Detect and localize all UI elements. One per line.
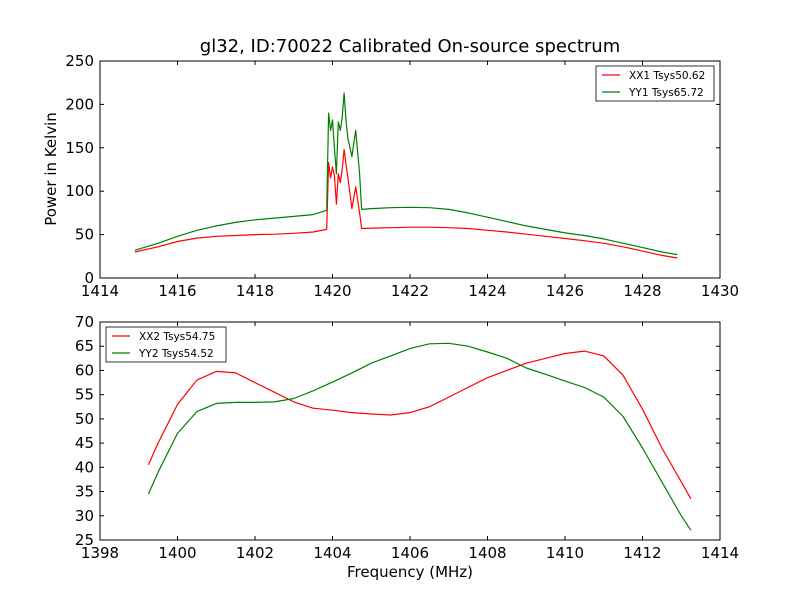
y-tick-label: 150 [65,139,94,157]
series-line-2 [134,92,678,256]
y-tick-label: 65 [75,337,94,355]
y-tick-label: 25 [75,531,94,549]
y-tick-label: 30 [75,507,94,525]
y-tick-label: 200 [65,95,94,113]
legend-label: XX1 Tsys50.62 [629,70,705,82]
x-axis-label: Frequency (MHz) [347,563,473,581]
top-panel: 1414 1416 1418 1420 1422 1424 1426 1428 1430 0 50 1… [65,52,739,300]
legend-box [105,326,227,363]
x-tick-label: 1422 [391,282,429,300]
y-tick-label: 45 [75,434,94,452]
legend-label: YY2 Tsys54.52 [138,348,214,360]
x-tick-label: 1414 [81,282,119,300]
legend-label: YY1 Tsys65.72 [628,87,704,99]
y-axis-label: Power in Kelvin [42,112,60,226]
x-tick-label: 1402 [236,544,274,562]
x-tick-label: 1418 [236,282,274,300]
x-tick-label: 1412 [623,544,661,562]
x-tick-label: 1430 [701,282,739,300]
x-tick-label: 1406 [391,544,429,562]
series-line-2 [147,342,692,531]
x-tick-label: 1400 [158,544,196,562]
y-tick-label: 40 [75,458,94,476]
x-tick-label: 1414 [701,544,739,562]
legend-label: XX2 Tsys54.75 [139,331,215,343]
chart-title: gl32, ID:70022 Calibrated On-source spec… [200,36,620,57]
y-tick-label: 100 [65,182,94,200]
legend: XX1 Tsys50.62 YY1 Tsys65.72 [595,65,715,102]
x-tick-label: 1410 [546,544,584,562]
x-tick-label: 1428 [623,282,661,300]
x-tick-label: 1404 [313,544,351,562]
x-tick-label: 1424 [468,282,506,300]
y-tick-label: 35 [75,483,94,501]
y-tick-label: 250 [65,52,94,70]
y-tick-label: 60 [75,361,94,379]
x-tick-label: 1408 [468,544,506,562]
x-tick-label: 1398 [81,544,119,562]
y-tick-label: 70 [75,313,94,331]
legend-box [595,65,715,102]
y-tick-label: 50 [75,226,94,244]
bottom-panel: 1398 1400 1402 1404 1406 1408 1410 1412 1414 25 30… [75,313,739,562]
y-tick-label: 55 [75,386,94,404]
x-tick-label: 1420 [313,282,351,300]
x-tick-label: 1416 [158,282,196,300]
series-line-1 [147,350,692,500]
y-tick-label: 0 [84,269,94,287]
x-tick-label: 1426 [546,282,584,300]
series-line-1 [134,148,678,259]
legend: XX2 Tsys54.75 YY2 Tsys54.52 [105,326,227,363]
y-tick-label: 50 [75,410,94,428]
